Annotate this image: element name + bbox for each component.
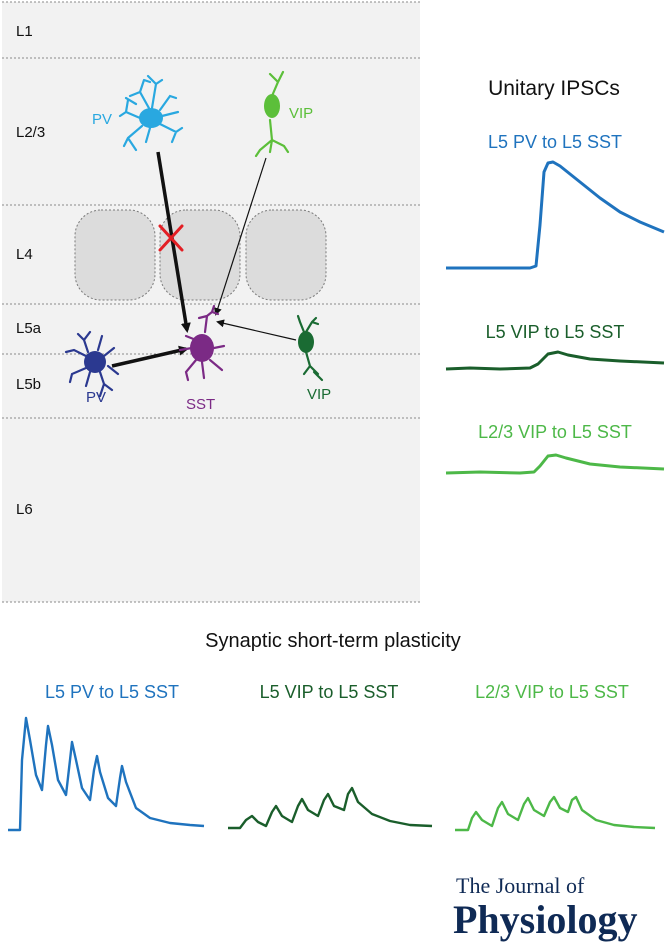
layer-label-l1: L1 (16, 23, 33, 40)
journal-logo-line2: Physiology (453, 897, 637, 942)
cortex-column (2, 2, 420, 602)
neuron-l23-pv (118, 74, 184, 152)
label-vip-l23: VIP (289, 105, 313, 122)
label-pv-l23: PV (92, 111, 112, 128)
plasticity-trace-label-3: L2/3 VIP to L5 SST (475, 682, 629, 702)
plasticity-title: Synaptic short-term plasticity (205, 630, 461, 652)
layer-label-l5a: L5a (16, 320, 42, 337)
journal-logo: The Journal of Physiology (453, 873, 637, 942)
unitary-trace-1 (446, 160, 665, 270)
plasticity-trace-1 (8, 716, 205, 832)
layer-label-l4: L4 (16, 246, 33, 263)
unitary-trace-label-1: L5 PV to L5 SST (488, 132, 622, 152)
arrow-l5vip-to-sst (216, 319, 297, 341)
label-vip-l5: VIP (307, 386, 331, 403)
arrow-l23vip-to-sst (214, 157, 267, 316)
layer-label-l6: L6 (16, 501, 33, 518)
layer-label-l23: L2/3 (16, 124, 45, 141)
barrels (74, 209, 327, 301)
unitary-trace-label-3: L2/3 VIP to L5 SST (478, 422, 632, 442)
neuron-l5-pv (64, 330, 120, 398)
label-pv-l5: PV (86, 389, 106, 406)
neuron-l23-vip (254, 70, 290, 158)
neuron-l5-vip (296, 314, 324, 382)
label-sst-l5: SST (186, 396, 215, 413)
unitary-trace-label-2: L5 VIP to L5 SST (486, 322, 625, 342)
plasticity-trace-label-2: L5 VIP to L5 SST (260, 682, 399, 702)
neuron-l5-sst (178, 304, 226, 382)
no-connection-x-icon (158, 224, 184, 252)
unitary-title: Unitary IPSCs (488, 77, 620, 100)
journal-logo-line1: The Journal of (456, 873, 585, 898)
layer-label-l5b: L5b (16, 376, 41, 393)
arrow-l5pv-to-sst (111, 345, 189, 368)
plasticity-trace-3 (455, 795, 656, 832)
plasticity-trace-2 (228, 786, 433, 830)
unitary-trace-3 (445, 453, 665, 475)
unitary-trace-2 (445, 350, 665, 371)
plasticity-trace-label-1: L5 PV to L5 SST (45, 682, 179, 702)
